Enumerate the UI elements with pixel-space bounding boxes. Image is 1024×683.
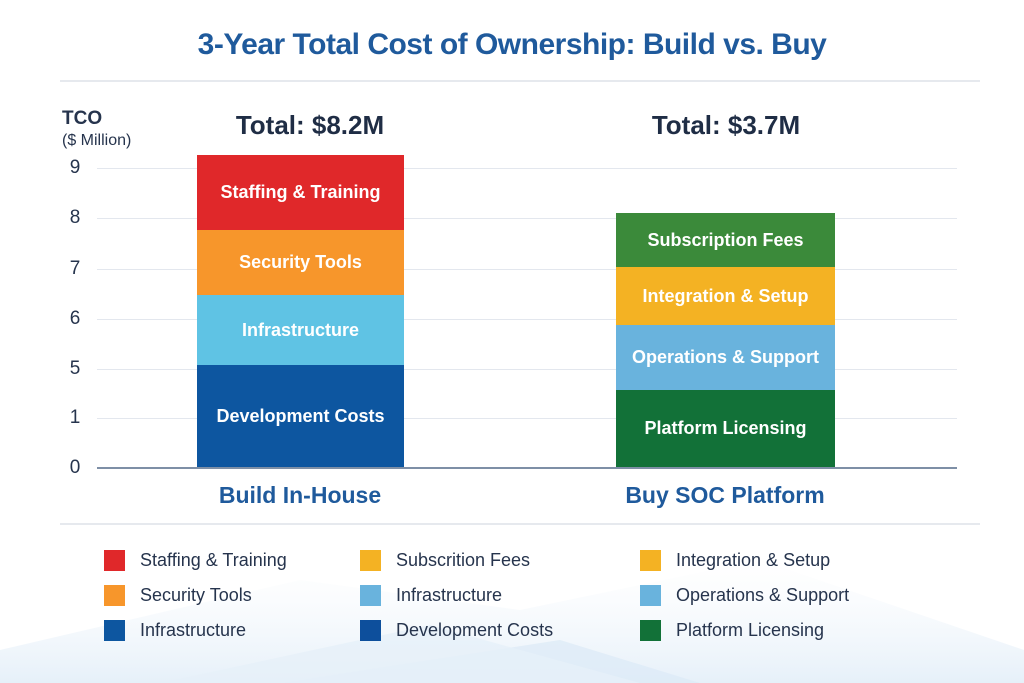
- y-tick-label: 6: [69, 308, 81, 329]
- segment-label: Operations & Support: [631, 347, 819, 367]
- legend-label: Infrastructure: [396, 585, 503, 605]
- legend-swatch-icon: [360, 620, 381, 641]
- legend-swatch-icon: [104, 585, 125, 606]
- gridline: [97, 218, 957, 219]
- gridline: [97, 418, 957, 419]
- legend-label: Subscrition Fees: [396, 550, 531, 570]
- legend-item: Infrastructure: [360, 585, 640, 606]
- legend-item: Infrastructure: [104, 620, 360, 641]
- segment-label: Development Costs: [216, 405, 385, 426]
- legend-label: Operations & Support: [676, 585, 850, 605]
- bar-build-in-house: Development Costs Infrastructure Securit…: [197, 155, 404, 467]
- segment-security-tools: Security Tools: [197, 230, 404, 295]
- legend-label: Staffing & Training: [140, 550, 287, 570]
- legend-swatch-icon: [104, 620, 125, 641]
- legend-swatch-icon: [640, 585, 661, 606]
- gridline: [97, 369, 957, 370]
- segment-development-costs: Development Costs: [197, 365, 404, 467]
- y-axis-label-unit: ($ Million): [62, 132, 132, 149]
- segment-label: Staffing & Training: [220, 182, 381, 202]
- segment-staffing-training: Staffing & Training: [197, 155, 404, 230]
- category-label-buy: Buy SOC Platform: [625, 482, 825, 508]
- legend-label: Integration & Setup: [676, 550, 831, 570]
- segment-platform-licensing: Platform Licensing: [616, 390, 835, 467]
- legend-label: Development Costs: [396, 620, 554, 640]
- gridline: [97, 319, 957, 320]
- segment-operations-support: Operations & Support: [616, 325, 835, 390]
- legend-item: Integration & Setup: [640, 550, 900, 571]
- segment-label: Subscription Fees: [647, 229, 804, 250]
- buy-total-label: Total: $3.7M: [651, 110, 801, 140]
- segment-label: Integration & Setup: [642, 285, 809, 306]
- legend: Staffing & Training Subscrition Fees Int…: [104, 550, 904, 641]
- y-tick-label: 1: [69, 407, 81, 428]
- legend-item: Operations & Support: [640, 585, 900, 606]
- chart-title: 3-Year Total Cost of Ownership: Build vs…: [197, 28, 827, 61]
- segment-integration-setup: Integration & Setup: [616, 267, 835, 325]
- build-total-label: Total: $8.2M: [235, 110, 385, 140]
- segment-label: Platform Licensing: [644, 418, 807, 438]
- segment-subscription-fees: Subscription Fees: [616, 213, 835, 267]
- y-tick-label: 5: [69, 358, 81, 379]
- y-tick-label: 9: [69, 157, 81, 178]
- y-axis-label: TCO ($ Million): [62, 108, 131, 150]
- segment-infrastructure: Infrastructure: [197, 295, 404, 365]
- bar-buy-soc-platform: Platform Licensing Operations & Support …: [616, 213, 835, 467]
- legend-label: Security Tools: [140, 585, 252, 605]
- legend-swatch-icon: [360, 585, 381, 606]
- legend-swatch-icon: [640, 550, 661, 571]
- y-tick-label: 8: [69, 207, 81, 228]
- gridline: [97, 269, 957, 270]
- y-axis-label-main: TCO: [62, 108, 103, 129]
- legend-label: Platform Licensing: [676, 620, 825, 640]
- segment-label: Security Tools: [239, 252, 362, 272]
- gridline: [97, 168, 957, 169]
- legend-item: Platform Licensing: [640, 620, 900, 641]
- x-axis-line: [97, 467, 957, 469]
- legend-item: Subscrition Fees: [360, 550, 640, 571]
- y-tick-label: 7: [69, 258, 81, 279]
- legend-item: Staffing & Training: [104, 550, 360, 571]
- segment-label: Infrastructure: [241, 319, 360, 340]
- y-tick-label: 0: [69, 457, 81, 478]
- legend-item: Security Tools: [104, 585, 360, 606]
- legend-label: Infrastructure: [140, 620, 247, 640]
- legend-swatch-icon: [104, 550, 125, 571]
- legend-swatch-icon: [640, 620, 661, 641]
- legend-swatch-icon: [360, 550, 381, 571]
- legend-item: Development Costs: [360, 620, 640, 641]
- category-label-build: Build In-House: [218, 482, 382, 508]
- title-divider: [60, 80, 980, 82]
- legend-divider: [60, 523, 980, 525]
